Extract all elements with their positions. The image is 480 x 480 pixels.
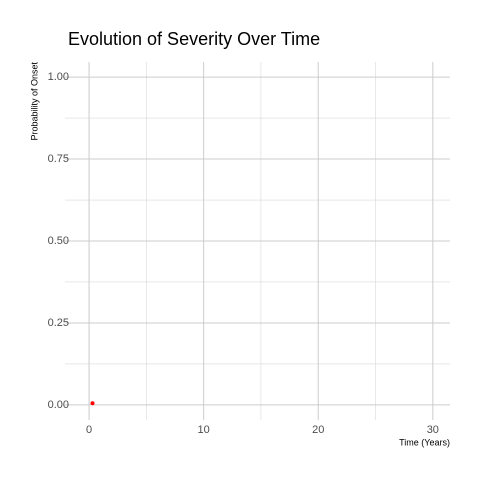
y-tick-label: 0.25 bbox=[48, 317, 69, 329]
point bbox=[90, 401, 95, 406]
x-tick-label: 10 bbox=[198, 424, 210, 436]
y-tick-label: 0.75 bbox=[48, 153, 69, 165]
chart-title: Evolution of Severity Over Time bbox=[68, 29, 320, 49]
y-tick-label: 0.50 bbox=[48, 235, 69, 247]
y-tick-label: 1.00 bbox=[48, 71, 69, 83]
x-tick-label: 30 bbox=[427, 424, 439, 436]
x-axis-label: Time (Years) bbox=[399, 437, 450, 447]
x-tick-label: 0 bbox=[86, 424, 92, 436]
y-axis-label: Probability of Onset bbox=[29, 62, 39, 141]
x-tick-label: 20 bbox=[312, 424, 324, 436]
y-tick-label: 0.00 bbox=[48, 399, 69, 411]
